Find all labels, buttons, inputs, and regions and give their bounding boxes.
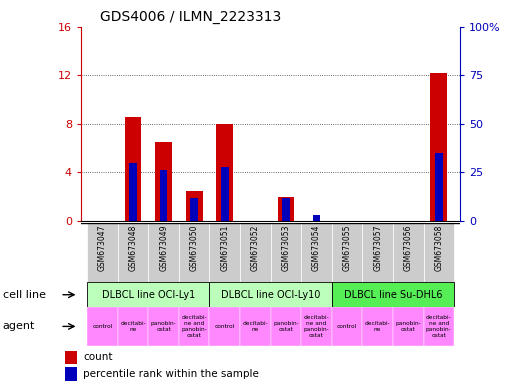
Bar <box>118 223 149 282</box>
Text: DLBCL line OCI-Ly10: DLBCL line OCI-Ly10 <box>221 290 321 300</box>
Text: control: control <box>214 324 235 329</box>
Text: decitabi-
ne and
panobin-
ostat: decitabi- ne and panobin- ostat <box>426 315 452 338</box>
Text: GDS4006 / ILMN_2223313: GDS4006 / ILMN_2223313 <box>100 10 281 25</box>
Text: GSM673050: GSM673050 <box>190 225 199 271</box>
Bar <box>424 223 454 282</box>
Bar <box>190 197 198 221</box>
Text: GSM673049: GSM673049 <box>159 225 168 271</box>
Bar <box>271 223 301 282</box>
Bar <box>301 223 332 282</box>
Bar <box>65 367 77 381</box>
Bar <box>435 153 442 221</box>
Text: DLBCL line Su-DHL6: DLBCL line Su-DHL6 <box>344 290 442 300</box>
Bar <box>87 283 210 307</box>
Text: DLBCL line OCI-Ly1: DLBCL line OCI-Ly1 <box>101 290 195 300</box>
Text: GSM673047: GSM673047 <box>98 225 107 271</box>
Bar <box>332 223 362 282</box>
Text: count: count <box>83 352 112 362</box>
Bar <box>424 307 454 346</box>
Bar <box>282 197 290 221</box>
Bar <box>124 117 141 221</box>
Bar <box>149 223 179 282</box>
Text: panobin-
ostat: panobin- ostat <box>395 321 421 332</box>
Text: GSM673054: GSM673054 <box>312 225 321 271</box>
Text: percentile rank within the sample: percentile rank within the sample <box>83 369 259 379</box>
Bar <box>430 73 447 221</box>
Text: GSM673055: GSM673055 <box>343 225 351 271</box>
Text: GSM673048: GSM673048 <box>129 225 138 271</box>
Text: decitabi-
ne and
panobin-
ostat: decitabi- ne and panobin- ostat <box>304 315 329 338</box>
Text: GSM673051: GSM673051 <box>220 225 229 271</box>
Bar <box>179 307 210 346</box>
Bar <box>240 223 271 282</box>
Bar <box>179 223 210 282</box>
Text: GSM673056: GSM673056 <box>404 225 413 271</box>
Text: GSM673058: GSM673058 <box>434 225 444 271</box>
Text: GSM673057: GSM673057 <box>373 225 382 271</box>
Bar <box>313 215 321 221</box>
Bar <box>332 307 362 346</box>
Bar <box>87 223 118 282</box>
Text: panobin-
ostat: panobin- ostat <box>273 321 299 332</box>
Text: decitabi-
ne and
panobin-
ostat: decitabi- ne and panobin- ostat <box>181 315 207 338</box>
Text: agent: agent <box>3 321 35 331</box>
Bar <box>129 163 137 221</box>
Text: decitabi-
ne: decitabi- ne <box>365 321 391 332</box>
Bar <box>362 223 393 282</box>
Text: GSM673052: GSM673052 <box>251 225 260 271</box>
Bar <box>160 170 167 221</box>
Bar <box>149 307 179 346</box>
Text: control: control <box>93 324 112 329</box>
Bar <box>240 307 271 346</box>
Bar <box>210 283 332 307</box>
Bar <box>210 307 240 346</box>
Text: panobin-
ostat: panobin- ostat <box>151 321 176 332</box>
Bar <box>221 167 229 221</box>
Text: decitabi-
ne: decitabi- ne <box>243 321 268 332</box>
Bar <box>65 351 77 364</box>
Bar <box>118 307 149 346</box>
Bar <box>217 124 233 221</box>
Bar <box>271 307 301 346</box>
Bar <box>87 307 118 346</box>
Text: GSM673053: GSM673053 <box>281 225 290 271</box>
Text: cell line: cell line <box>3 290 46 300</box>
Bar <box>393 307 424 346</box>
Bar <box>278 197 294 221</box>
Text: control: control <box>337 324 357 329</box>
Text: decitabi-
ne: decitabi- ne <box>120 321 146 332</box>
Bar <box>186 190 202 221</box>
Bar <box>210 223 240 282</box>
Bar <box>393 223 424 282</box>
Bar <box>301 307 332 346</box>
Bar <box>332 283 454 307</box>
Bar <box>155 142 172 221</box>
Bar <box>362 307 393 346</box>
